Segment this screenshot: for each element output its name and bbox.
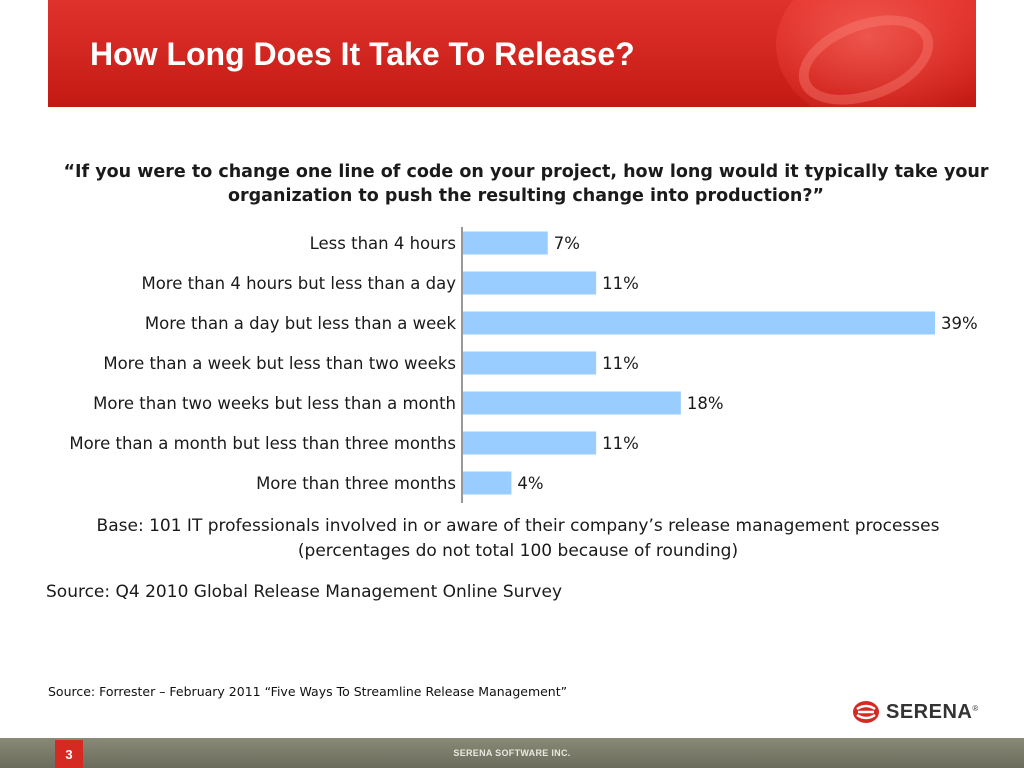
value-label: 11% xyxy=(602,354,639,373)
value-label: 7% xyxy=(554,234,580,253)
category-label: More than a week but less than two weeks xyxy=(103,354,456,373)
category-label: More than 4 hours but less than a day xyxy=(141,274,456,293)
bar xyxy=(463,391,681,415)
category-label: More than a month but less than three mo… xyxy=(69,434,456,453)
serena-logo-icon xyxy=(853,701,879,723)
footer-bar xyxy=(0,738,1024,768)
bars xyxy=(463,231,935,495)
category-label: More than two weeks but less than a mont… xyxy=(93,394,456,413)
value-label: 18% xyxy=(687,394,724,413)
company-name: SERENA SOFTWARE INC. xyxy=(453,748,571,758)
bar xyxy=(463,311,935,335)
survey-question-line-2: organization to push the resulting chang… xyxy=(228,186,824,206)
value-labels: 7% 11% 39% 11% 18% 11% 4% xyxy=(517,234,977,493)
survey-question: “If you were to change one line of code … xyxy=(48,160,1004,208)
value-label: 11% xyxy=(602,274,639,293)
bar-chart: Less than 4 hours More than 4 hours but l… xyxy=(69,227,978,503)
serena-logo: SERENA ® xyxy=(852,698,978,726)
category-label: More than a day but less than a week xyxy=(145,314,457,333)
page-title: How Long Does It Take To Release? xyxy=(90,36,635,72)
bar xyxy=(463,431,597,455)
logo-trademark: ® xyxy=(972,704,979,713)
base-note-line-1: Base: 101 IT professionals involved in o… xyxy=(96,516,940,536)
bar xyxy=(463,271,597,295)
base-note-line-2: (percentages do not total 100 because of… xyxy=(297,541,739,561)
value-label: 4% xyxy=(517,474,543,493)
bar xyxy=(463,351,597,375)
title-banner: How Long Does It Take To Release? xyxy=(48,0,976,107)
value-label: 39% xyxy=(941,314,978,333)
survey-question-line-1: “If you were to change one line of code … xyxy=(63,162,989,182)
base-note: Base: 101 IT professionals involved in o… xyxy=(48,514,988,564)
bar xyxy=(463,231,548,255)
category-label: Less than 4 hours xyxy=(310,234,456,253)
category-label: More than three months xyxy=(256,474,456,493)
banner-decoration xyxy=(776,0,976,107)
survey-source: Source: Q4 2010 Global Release Managemen… xyxy=(46,582,563,602)
category-labels: Less than 4 hours More than 4 hours but l… xyxy=(69,234,456,493)
logo-text: SERENA xyxy=(886,700,973,723)
bar xyxy=(463,471,512,495)
value-label: 11% xyxy=(602,434,639,453)
footnote-source: Source: Forrester – February 2011 “Five … xyxy=(48,684,568,699)
page-number: 3 xyxy=(55,740,83,768)
